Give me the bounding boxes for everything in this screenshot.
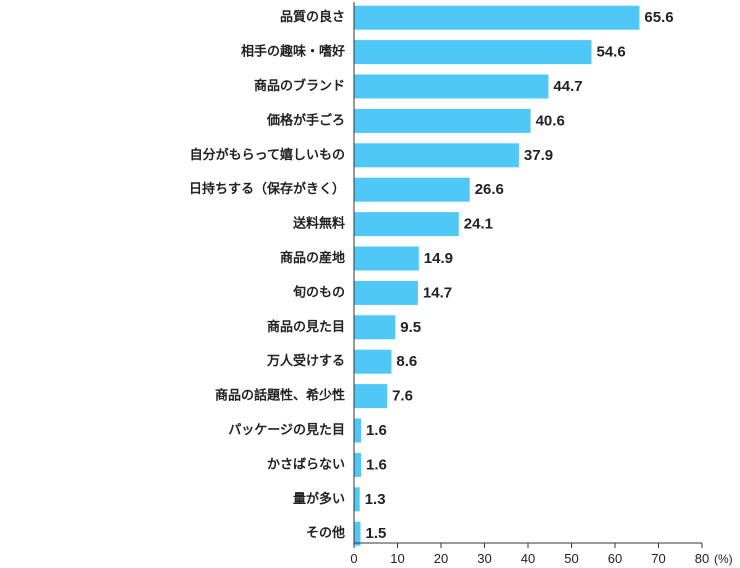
category-label: かさばらない bbox=[267, 457, 345, 472]
category-label: パッケージの見た目 bbox=[228, 423, 345, 438]
value-label: 9.5 bbox=[400, 319, 421, 336]
value-label: 24.1 bbox=[464, 216, 493, 233]
bar bbox=[354, 521, 361, 546]
bar bbox=[354, 177, 470, 202]
bar bbox=[354, 487, 360, 512]
bar bbox=[354, 418, 361, 443]
x-tick-label: 20 bbox=[434, 551, 448, 566]
value-label: 8.6 bbox=[396, 353, 417, 370]
bar bbox=[354, 246, 419, 271]
x-tick-label: 70 bbox=[651, 551, 665, 566]
category-label: 旬のもの bbox=[292, 284, 345, 300]
category-label: 日持ちする（保存がきく） bbox=[189, 181, 345, 197]
x-tick-label: 30 bbox=[477, 551, 491, 566]
value-label: 40.6 bbox=[536, 112, 565, 129]
category-label: 商品の産地 bbox=[280, 250, 345, 266]
value-label: 1.3 bbox=[365, 491, 386, 508]
bar bbox=[354, 74, 549, 99]
category-label: 万人受けする bbox=[266, 353, 345, 369]
category-label: その他 bbox=[306, 525, 345, 541]
x-tick-label: 80 bbox=[695, 551, 709, 566]
bar bbox=[354, 384, 388, 409]
bar bbox=[354, 5, 640, 30]
bar bbox=[354, 108, 531, 133]
bar bbox=[354, 143, 519, 168]
category-label: 量が多い bbox=[293, 491, 345, 507]
category-label: 価格が手ごろ bbox=[266, 112, 345, 128]
value-label: 14.7 bbox=[423, 284, 452, 301]
x-tick-label: 0 bbox=[350, 551, 357, 566]
bar bbox=[354, 40, 592, 65]
value-label: 14.9 bbox=[424, 250, 453, 267]
category-label: 送料無料 bbox=[292, 216, 345, 232]
value-label: 26.6 bbox=[475, 181, 504, 198]
category-label: 品質の良さ bbox=[280, 9, 345, 25]
category-label: 相手の趣味・嗜好 bbox=[241, 44, 345, 60]
value-label: 1.6 bbox=[366, 422, 387, 439]
category-label: 商品のブランド bbox=[254, 78, 345, 94]
value-label: 7.6 bbox=[392, 388, 413, 405]
x-tick-label: 50 bbox=[564, 551, 578, 566]
category-label: 商品の見た目 bbox=[267, 319, 345, 335]
value-label: 1.6 bbox=[366, 456, 387, 473]
value-label: 37.9 bbox=[524, 147, 553, 164]
x-tick-label: 10 bbox=[390, 551, 404, 566]
bar bbox=[354, 212, 459, 237]
value-label: 54.6 bbox=[597, 44, 626, 61]
bar bbox=[354, 315, 396, 340]
bar bbox=[354, 280, 418, 305]
value-label: 44.7 bbox=[553, 78, 582, 95]
category-label: 商品の話題性、希少性 bbox=[215, 388, 345, 404]
value-label: 1.5 bbox=[366, 525, 387, 542]
x-unit-label: (%) bbox=[714, 552, 733, 566]
bar bbox=[354, 349, 392, 374]
x-tick-label: 40 bbox=[521, 551, 535, 566]
x-tick-label: 60 bbox=[608, 551, 622, 566]
category-label: 自分がもらって嬉しいもの bbox=[190, 147, 345, 163]
bar bbox=[354, 452, 361, 477]
value-label: 65.6 bbox=[644, 9, 673, 26]
